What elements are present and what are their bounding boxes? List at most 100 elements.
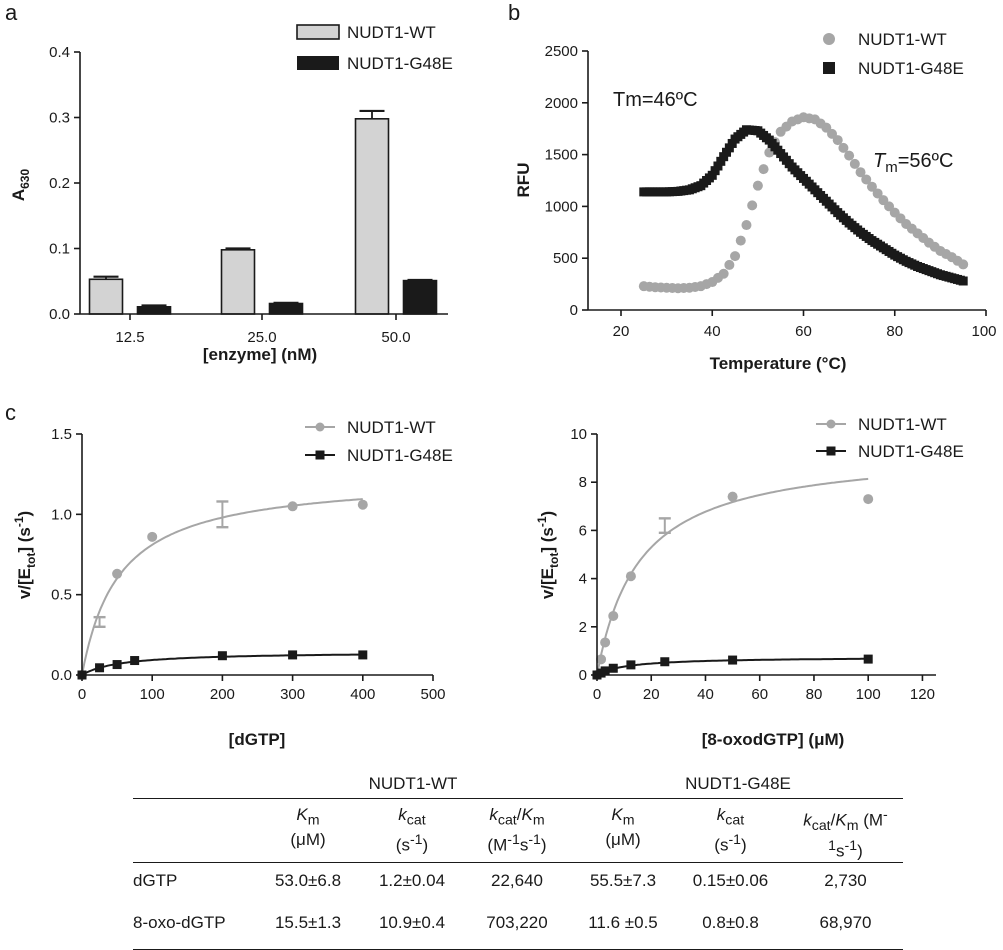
c-right-marks-group: [592, 477, 874, 680]
cl-point-wt: [287, 501, 298, 512]
c-left-ylabel: v/[Etot] (s-1): [12, 511, 38, 599]
a-bar: [268, 302, 304, 315]
b-point-wt: [872, 188, 883, 199]
cr-point-g48e: [626, 660, 636, 670]
b-point-wt: [849, 158, 860, 169]
cr-y-tick-label: 4: [579, 571, 587, 588]
cr-x-tick-label: 40: [697, 686, 714, 703]
c-left-legend-marker-wt: [315, 422, 325, 432]
cl-x-tick-label: 300: [280, 686, 305, 703]
cr-y-tick-label: 6: [579, 522, 587, 539]
c-left-marks-group: [77, 498, 368, 680]
a-legend: NUDT1-WT NUDT1-G48E: [296, 23, 453, 73]
cr-x-tick-label: 0: [593, 686, 601, 703]
table-cell: 2,730: [824, 870, 867, 890]
cr-point-wt: [863, 494, 874, 505]
cl-y-tick-label: 0.0: [51, 667, 72, 684]
cr-point-wt: [727, 491, 738, 502]
b-legend-marker-g48e: [823, 62, 835, 74]
table-cell: 53.0±6.8: [274, 870, 342, 890]
b-point-wt: [832, 135, 843, 146]
table-header-eff-g48e: kcat/Km (M- 1s-1): [788, 798, 903, 863]
cr-x-tick-label: 20: [643, 686, 660, 703]
b-legend: NUDT1-WT NUDT1-G48E: [823, 30, 964, 78]
a-y-tick-label: 0.0: [49, 306, 70, 323]
a-y-tick-label: 0.2: [49, 175, 70, 192]
b-point-wt: [718, 268, 729, 279]
panel-a-bar-chart: 0.0 0.1 0.2 0.3 0.4 12.5 25.0 50.0 [enzyme] (nM…: [9, 23, 453, 364]
b-point-g48e: [707, 170, 717, 180]
cr-x-tick-label: 100: [856, 686, 881, 703]
cr-x-tick-label: 80: [806, 686, 823, 703]
table-cell: 1.2±0.04: [378, 870, 446, 890]
table-row-label: dGTP: [133, 870, 178, 890]
a-bar: [136, 305, 172, 315]
cr-point-wt: [600, 637, 611, 648]
table-header-eff-wt: kcat/Km (M-1s-1): [461, 798, 573, 863]
b-legend-marker-wt: [823, 33, 835, 45]
b-point-g48e: [713, 161, 723, 171]
c-right-ylabel: v/[Etot] (s-1): [535, 511, 561, 599]
table-cell: 703,220: [461, 906, 573, 950]
table-cell: 55.5±7.3: [589, 870, 657, 890]
b-y-tick-label: 500: [553, 250, 578, 267]
cr-fit-wt: [596, 477, 869, 676]
table-cell: 68,970: [788, 906, 903, 950]
c-left-axes-group: 0.0 0.5 1.0 1.5 0 100 200 300 400 500: [51, 426, 445, 703]
table-row: dGTP 53.0±6.8 1.2±0.04 22,640 55.5±7.3 0…: [133, 862, 903, 907]
cl-point-g48e: [288, 650, 298, 660]
c-right-legend-marker-wt: [826, 419, 836, 429]
b-point-g48e: [958, 276, 968, 286]
b-point-wt: [747, 200, 758, 211]
cl-y-tick-label: 1.0: [51, 506, 72, 523]
b-point-g48e: [716, 156, 726, 166]
table-header-kcat-g48e: kcat (s-1): [673, 798, 788, 863]
cr-y-tick-label: 0: [579, 667, 587, 684]
cl-point-wt: [357, 499, 368, 510]
b-point-wt: [855, 167, 866, 178]
b-point-g48e: [710, 166, 720, 176]
b-marks-group: [638, 112, 969, 294]
c-right-xlabel: [8-oxodGTP] (μM): [702, 730, 845, 749]
b-point-wt: [861, 174, 872, 185]
b-xlabel: Temperature (°C): [710, 354, 847, 373]
cr-point-wt: [608, 610, 619, 621]
cl-x-tick-label: 100: [140, 686, 165, 703]
table-cell: 11.6 ±0.5: [573, 906, 673, 950]
panel-c-left-dgtp-kinetics: 0.0 0.5 1.0 1.5 0 100 200 300 400 500 [dGTP] v/[E…: [12, 418, 453, 749]
b-point-wt: [758, 164, 769, 175]
c-left-legend-label-g48e: NUDT1-G48E: [347, 446, 453, 465]
a-x-tick-label: 12.5: [115, 329, 144, 346]
c-right-legend-label-wt: NUDT1-WT: [858, 415, 947, 434]
b-annotation-tm-wt: Tm=56ºC: [873, 150, 953, 176]
b-point-wt: [866, 181, 877, 192]
cl-x-tick-label: 200: [210, 686, 235, 703]
cl-point-g48e: [358, 650, 368, 660]
cl-x-tick-label: 0: [78, 686, 86, 703]
a-bar: [354, 118, 390, 315]
b-y-tick-label: 2000: [545, 95, 578, 112]
b-point-wt: [958, 259, 969, 270]
a-bar: [88, 278, 124, 315]
a-x-tick-label: 50.0: [381, 329, 410, 346]
cr-point-g48e: [863, 654, 873, 664]
table-cell: 15.5±1.3: [253, 906, 363, 950]
cl-y-tick-label: 0.5: [51, 587, 72, 604]
cr-x-tick-label: 60: [751, 686, 768, 703]
table-header-km-wt: Km (μM): [253, 798, 363, 863]
c-left-xlabel: [dGTP]: [229, 730, 286, 749]
cl-point-g48e: [217, 651, 227, 661]
table-row-label: 8-oxo-dGTP: [133, 906, 253, 950]
cr-y-tick-label: 8: [579, 474, 587, 491]
b-annotation-tm-g48e: Tm=46ºC: [613, 89, 698, 111]
a-ylabel: A630: [9, 169, 32, 202]
table-cell: 22,640: [491, 870, 543, 890]
table-row: 8-oxo-dGTP 15.5±1.3 10.9±0.4 703,220 11.…: [133, 906, 903, 950]
cl-x-tick-label: 500: [420, 686, 445, 703]
b-y-tick-label: 2500: [545, 43, 578, 60]
a-bar: [220, 249, 256, 315]
table-cell: 0.15±0.06: [692, 870, 769, 890]
cl-x-tick-label: 400: [350, 686, 375, 703]
